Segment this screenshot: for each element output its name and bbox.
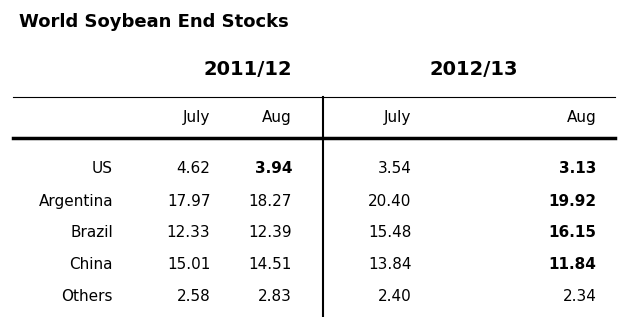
Text: 20.40: 20.40 <box>368 194 411 209</box>
Text: 2012/13: 2012/13 <box>430 60 518 79</box>
Text: 3.13: 3.13 <box>559 160 597 176</box>
Text: Aug: Aug <box>567 110 597 125</box>
Text: Others: Others <box>62 289 113 304</box>
Text: 12.39: 12.39 <box>249 225 292 241</box>
Text: 2.40: 2.40 <box>377 289 411 304</box>
Text: 15.48: 15.48 <box>368 225 411 241</box>
Text: 13.84: 13.84 <box>368 257 411 272</box>
Text: July: July <box>384 110 411 125</box>
Text: 2.58: 2.58 <box>176 289 210 304</box>
Text: Brazil: Brazil <box>70 225 113 241</box>
Text: 18.27: 18.27 <box>249 194 292 209</box>
Text: July: July <box>183 110 210 125</box>
Text: Aug: Aug <box>263 110 292 125</box>
Text: US: US <box>92 160 113 176</box>
Text: China: China <box>70 257 113 272</box>
Text: World Soybean End Stocks: World Soybean End Stocks <box>19 13 289 31</box>
Text: 19.92: 19.92 <box>548 194 597 209</box>
Text: 14.51: 14.51 <box>249 257 292 272</box>
Text: Argentina: Argentina <box>38 194 113 209</box>
Text: 3.54: 3.54 <box>377 160 411 176</box>
Text: 4.62: 4.62 <box>176 160 210 176</box>
Text: 16.15: 16.15 <box>549 225 597 241</box>
Text: 11.84: 11.84 <box>549 257 597 272</box>
Text: 17.97: 17.97 <box>167 194 210 209</box>
Text: 2.83: 2.83 <box>258 289 292 304</box>
Text: 3.94: 3.94 <box>254 160 292 176</box>
Text: 15.01: 15.01 <box>167 257 210 272</box>
Text: 2.34: 2.34 <box>563 289 597 304</box>
Text: 2011/12: 2011/12 <box>203 60 293 79</box>
Text: 12.33: 12.33 <box>167 225 210 241</box>
